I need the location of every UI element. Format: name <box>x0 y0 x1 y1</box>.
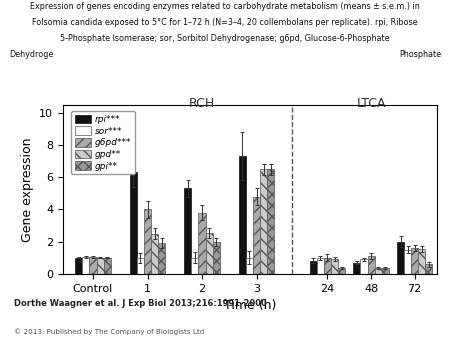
Bar <box>191 258 198 274</box>
Bar <box>206 233 213 274</box>
Text: Phosphate: Phosphate <box>399 50 441 59</box>
Bar <box>310 261 317 274</box>
Bar <box>324 258 331 274</box>
Y-axis label: Gene expression: Gene expression <box>21 137 34 242</box>
Bar <box>75 258 82 274</box>
Bar <box>144 210 151 274</box>
Bar <box>246 258 253 274</box>
Text: 5-Phosphate Isomerase; sor, Sorbitol Dehydrogenase; g6pd, Glucose-6-Phosphate: 5-Phosphate Isomerase; sor, Sorbitol Deh… <box>60 34 390 43</box>
Text: LTCA: LTCA <box>356 97 386 111</box>
Bar <box>338 268 345 274</box>
Text: Dehydroge: Dehydroge <box>9 50 54 59</box>
Bar <box>97 258 104 274</box>
Bar <box>137 258 144 274</box>
Bar <box>130 172 137 274</box>
Bar <box>82 257 90 274</box>
Bar <box>184 189 191 274</box>
Legend: rpi***, sor***, g6pd***, gpd**, gpi**: rpi***, sor***, g6pd***, gpd**, gpi** <box>71 111 135 174</box>
Bar <box>411 248 418 274</box>
Text: Dorthe Waagner et al. J Exp Biol 2013;216:1991-2000: Dorthe Waagner et al. J Exp Biol 2013;21… <box>14 299 266 308</box>
Bar <box>425 264 432 274</box>
Bar <box>317 258 324 274</box>
Text: Expression of genes encoding enzymes related to carbohydrate metabolism (means ±: Expression of genes encoding enzymes rel… <box>30 2 420 11</box>
Bar <box>353 263 360 274</box>
Bar <box>374 268 382 274</box>
Bar <box>198 213 206 274</box>
Bar <box>397 242 404 274</box>
Bar <box>260 169 267 274</box>
Text: © 2013. Published by The Company of Biologists Ltd: © 2013. Published by The Company of Biol… <box>14 328 204 335</box>
Bar <box>418 249 425 274</box>
Text: RCH: RCH <box>189 97 215 111</box>
Bar <box>382 268 389 274</box>
Bar <box>213 242 220 274</box>
Bar <box>404 250 411 274</box>
Bar <box>253 196 260 274</box>
Bar <box>239 156 246 274</box>
Text: Folsomia candida exposed to 5°C for 1–72 h (N=3–4, 20 collembolans per replicate: Folsomia candida exposed to 5°C for 1–72… <box>32 18 418 27</box>
Bar <box>151 234 158 274</box>
Bar <box>267 169 274 274</box>
X-axis label: Time (h): Time (h) <box>224 299 276 312</box>
Bar <box>104 258 111 274</box>
Bar <box>331 259 338 274</box>
Bar <box>368 256 374 274</box>
Bar <box>158 243 165 274</box>
Bar <box>90 257 97 274</box>
Bar <box>360 259 368 274</box>
